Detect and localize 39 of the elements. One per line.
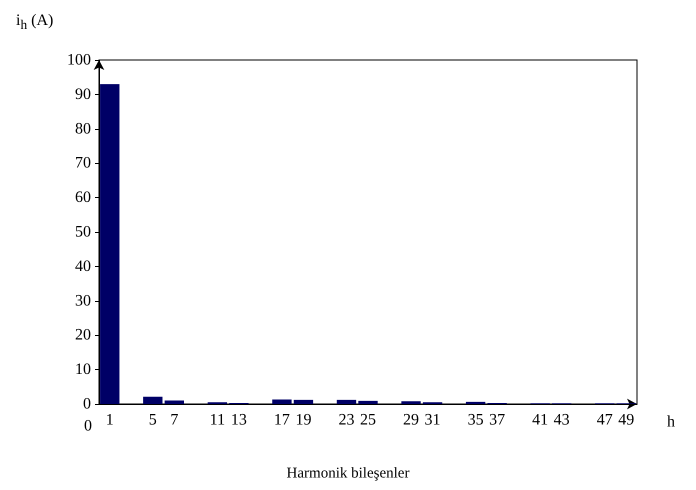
y-tick-label: 90: [75, 86, 91, 103]
x-tick-label: 35: [468, 412, 484, 428]
y-axis-title: i$_{h}$ (A): [16, 12, 54, 34]
x-axis-title: h: [667, 414, 675, 430]
x-tick-label: 29: [403, 412, 420, 428]
bar: [294, 400, 314, 404]
x-tick-label: 19: [295, 412, 312, 428]
x-tick-label: 13: [230, 412, 247, 428]
bar: [164, 400, 184, 404]
bar: [100, 84, 120, 404]
x-tick-label: 37: [489, 412, 506, 428]
y-tick-label: 100: [67, 52, 91, 68]
x-tick-label: 43: [554, 412, 570, 428]
y-tick-label: 70: [75, 154, 91, 172]
x-tick-label: 17: [274, 412, 290, 428]
y-tick-label: 20: [75, 326, 91, 344]
x-tick-label: 7: [170, 412, 178, 428]
x-tick-label: 23: [338, 412, 354, 428]
bar: [401, 401, 421, 404]
y-tick-label: 0: [83, 396, 91, 412]
bar: [143, 396, 162, 404]
bar: [272, 400, 292, 404]
x-tick-label: 25: [360, 412, 376, 428]
y-tick-label: 30: [75, 292, 91, 310]
x-tick-label: 1: [106, 412, 114, 428]
y-tick-label: 10: [75, 361, 91, 378]
x-tick-label: 5: [148, 412, 157, 428]
bar: [336, 400, 356, 404]
y-tick-label: 50: [75, 224, 91, 240]
x-tick-label: 47: [596, 412, 613, 428]
x-tick-label: 31: [424, 412, 441, 428]
text: Harmonik bileşenler: [286, 466, 410, 482]
x-tick-label: 49: [618, 412, 634, 428]
x-tick-label: 41: [532, 412, 548, 428]
bar: [358, 400, 378, 404]
x-tick-label: 11: [210, 412, 226, 428]
y-tick-label: 60: [75, 189, 91, 206]
y-tick-label: 80: [75, 120, 91, 138]
y-tick-label: 40: [75, 258, 91, 275]
